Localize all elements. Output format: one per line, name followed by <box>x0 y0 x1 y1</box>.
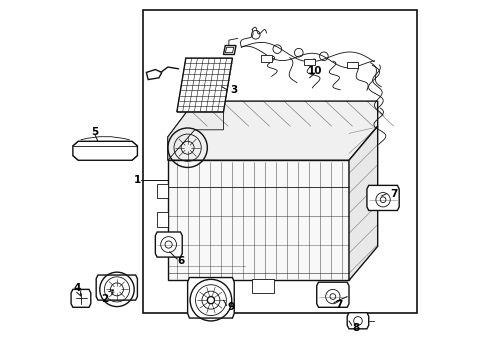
Text: 9: 9 <box>228 302 235 312</box>
Polygon shape <box>96 275 137 300</box>
Text: 4: 4 <box>74 283 81 296</box>
Text: 1: 1 <box>134 175 141 185</box>
Polygon shape <box>168 101 378 160</box>
Text: 7: 7 <box>335 300 343 310</box>
Text: 7: 7 <box>390 189 397 199</box>
Text: 5: 5 <box>92 127 98 136</box>
Polygon shape <box>225 47 234 53</box>
Polygon shape <box>157 184 168 198</box>
Text: 2: 2 <box>101 290 113 304</box>
Bar <box>304 59 315 65</box>
Text: 8: 8 <box>353 323 360 333</box>
Polygon shape <box>155 232 182 257</box>
Polygon shape <box>157 212 168 226</box>
Text: 6: 6 <box>177 256 185 266</box>
Polygon shape <box>168 101 223 160</box>
Bar <box>347 62 358 68</box>
Bar <box>143 10 417 313</box>
Bar <box>261 55 272 62</box>
Polygon shape <box>191 279 216 293</box>
Polygon shape <box>177 58 232 112</box>
Polygon shape <box>349 126 378 280</box>
Polygon shape <box>223 45 236 54</box>
Polygon shape <box>71 289 91 307</box>
Polygon shape <box>147 69 162 80</box>
Text: 3: 3 <box>230 85 237 95</box>
Polygon shape <box>317 282 349 307</box>
Text: 10: 10 <box>308 66 322 76</box>
Polygon shape <box>367 185 399 211</box>
Polygon shape <box>347 313 368 329</box>
Polygon shape <box>73 141 137 160</box>
Polygon shape <box>252 279 274 293</box>
Polygon shape <box>168 160 349 280</box>
Polygon shape <box>188 278 234 318</box>
